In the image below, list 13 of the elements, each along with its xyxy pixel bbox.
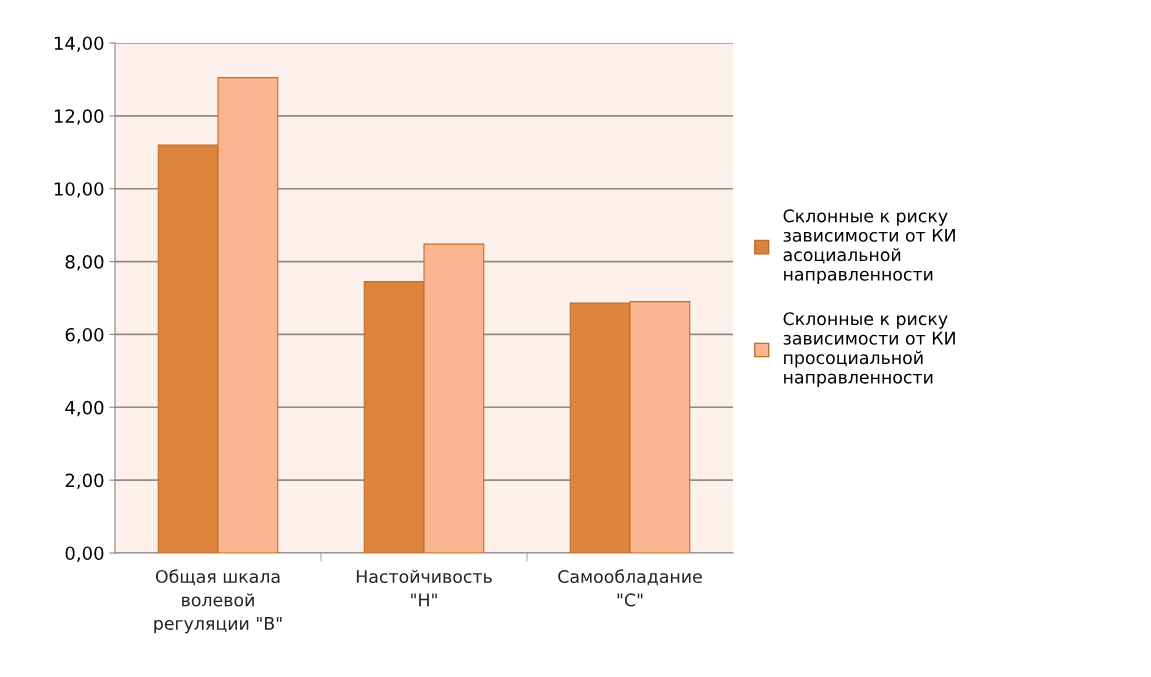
x-tick-label: Самообладание "С" [558,569,702,607]
x-tick-label: Настойчивость "Н" [356,569,492,607]
legend-label: Склонные к риску зависимости от КИ просоциальной направленности [783,312,955,388]
y-tick-label: 10,00 [54,182,104,198]
y-tick-label: 12,00 [54,109,104,125]
y-tick-label: 14,00 [54,36,104,52]
x-tick-label: Общая шкала волевой регуляции "В" [154,569,282,634]
y-tick-label: 2,00 [65,473,104,490]
y-tick-label: 6,00 [65,327,104,344]
y-tick-label: 4,00 [65,400,104,417]
y-tick-label: 0,00 [65,546,104,562]
y-tick-label: 8,00 [65,255,104,271]
legend-label: Склонные к риску зависимости от КИ асоциальной направленности [783,209,955,285]
